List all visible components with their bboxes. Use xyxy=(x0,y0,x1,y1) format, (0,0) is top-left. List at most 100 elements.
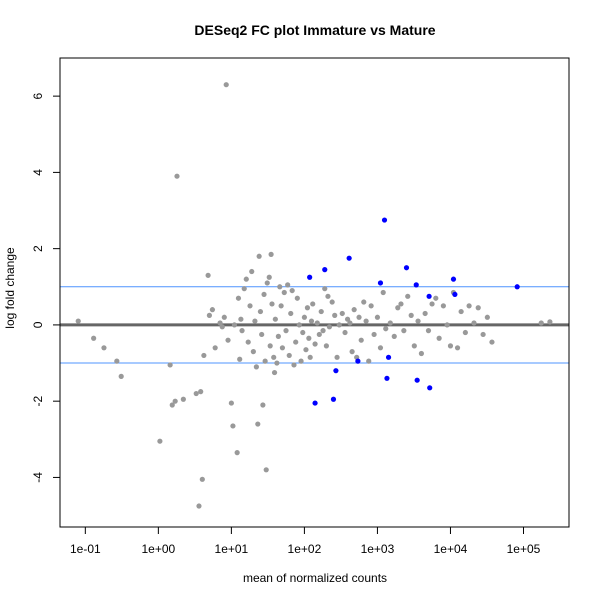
data-point-0-90 xyxy=(329,299,335,305)
data-point-0-53 xyxy=(269,301,275,307)
data-point-0-41 xyxy=(255,421,261,427)
data-point-0-98 xyxy=(349,349,355,355)
data-point-0-69 xyxy=(293,339,299,345)
data-point-0-62 xyxy=(281,289,287,296)
data-point-0-63 xyxy=(283,328,289,334)
data-point-0-70 xyxy=(294,295,300,301)
data-point-0-85 xyxy=(320,328,326,334)
data-point-0-126 xyxy=(436,335,442,341)
data-point-0-110 xyxy=(380,289,386,296)
data-point-0-15 xyxy=(205,272,211,278)
x-tick-label-0: 1e-01 xyxy=(70,542,101,556)
data-point-0-49 xyxy=(264,280,270,286)
data-point-0-55 xyxy=(271,369,278,376)
data-points xyxy=(75,82,553,509)
data-point-0-2 xyxy=(101,345,107,351)
data-point-0-42 xyxy=(256,253,262,259)
data-point-0-114 xyxy=(395,305,401,311)
data-point-0-91 xyxy=(332,312,338,318)
data-point-0-37 xyxy=(249,268,255,275)
data-point-0-1 xyxy=(91,335,97,341)
data-point-0-19 xyxy=(212,345,218,351)
data-point-0-122 xyxy=(422,310,428,317)
data-point-0-103 xyxy=(361,299,367,305)
data-point-1-9 xyxy=(384,375,390,381)
y-tick-label-0: -4 xyxy=(31,472,45,483)
data-point-0-138 xyxy=(484,314,490,320)
data-point-0-25 xyxy=(228,400,234,406)
data-point-0-13 xyxy=(198,389,204,395)
data-point-0-35 xyxy=(245,339,251,345)
data-point-0-74 xyxy=(301,314,308,320)
data-point-0-27 xyxy=(231,322,238,328)
data-point-0-124 xyxy=(429,301,435,307)
data-point-0-128 xyxy=(444,322,450,328)
data-point-0-92 xyxy=(334,354,340,360)
data-point-0-108 xyxy=(374,314,381,320)
data-point-0-30 xyxy=(237,356,243,362)
x-tick-label-4: 1e+03 xyxy=(361,542,395,556)
data-point-0-95 xyxy=(342,329,348,336)
data-point-0-121 xyxy=(418,350,424,357)
data-point-0-83 xyxy=(316,331,322,338)
data-point-0-61 xyxy=(279,345,286,351)
data-point-0-84 xyxy=(318,308,324,315)
data-point-0-40 xyxy=(253,364,259,370)
plot-frame xyxy=(59,57,570,528)
data-point-0-66 xyxy=(288,310,294,317)
data-point-1-1 xyxy=(312,400,318,406)
data-point-0-14 xyxy=(199,476,205,482)
data-point-0-56 xyxy=(272,316,278,322)
data-point-0-23 xyxy=(221,314,227,320)
data-point-0-34 xyxy=(243,276,249,282)
data-point-0-82 xyxy=(314,320,320,326)
data-point-0-16 xyxy=(201,352,207,359)
x-tick-label-5: 1e+04 xyxy=(434,542,468,556)
data-point-0-102 xyxy=(358,337,364,343)
data-point-0-76 xyxy=(304,305,311,311)
data-point-0-106 xyxy=(368,303,374,309)
data-point-1-10 xyxy=(385,354,392,360)
reference-lines xyxy=(60,286,569,364)
data-point-0-137 xyxy=(480,331,486,338)
data-point-0-116 xyxy=(401,328,407,334)
data-point-0-46 xyxy=(261,291,267,298)
data-point-1-16 xyxy=(450,276,457,282)
data-point-0-59 xyxy=(277,284,283,290)
data-point-1-2 xyxy=(322,267,328,273)
data-point-0-58 xyxy=(275,333,281,339)
data-point-1-13 xyxy=(414,377,420,383)
data-point-1-14 xyxy=(426,293,432,299)
data-point-0-51 xyxy=(267,343,273,349)
data-point-0-120 xyxy=(415,318,421,324)
data-point-1-12 xyxy=(413,282,419,288)
y-tick-label-5: 6 xyxy=(31,92,45,99)
data-point-0-73 xyxy=(300,329,306,336)
data-point-0-38 xyxy=(250,349,256,355)
data-point-0-67 xyxy=(289,287,295,294)
data-point-0-136 xyxy=(475,305,481,311)
y-tick-label-2: 0 xyxy=(31,321,45,328)
data-point-0-3 xyxy=(114,358,120,364)
data-point-0-18 xyxy=(209,307,216,313)
data-point-0-48 xyxy=(263,467,269,473)
x-tick-label-6: 1e+05 xyxy=(507,542,541,556)
data-point-0-39 xyxy=(252,318,258,324)
data-point-0-65 xyxy=(286,352,292,359)
data-point-0-87 xyxy=(323,343,329,349)
data-point-0-89 xyxy=(326,324,333,330)
data-point-1-0 xyxy=(307,274,313,280)
data-point-0-112 xyxy=(387,320,393,326)
data-point-0-88 xyxy=(325,293,331,299)
data-point-0-105 xyxy=(366,358,372,364)
data-point-0-57 xyxy=(274,360,280,366)
data-point-0-20 xyxy=(217,320,223,326)
data-point-0-36 xyxy=(247,303,253,309)
data-point-0-52 xyxy=(268,251,274,257)
y-tick-label-4: 4 xyxy=(31,169,45,176)
data-point-0-54 xyxy=(271,354,277,360)
data-point-0-5 xyxy=(157,438,163,444)
x-axis: 1e-01 1e+00 1e+01 1e+02 1e+03 1e+04 1e+05 xyxy=(70,526,541,556)
data-point-0-86 xyxy=(322,286,328,292)
